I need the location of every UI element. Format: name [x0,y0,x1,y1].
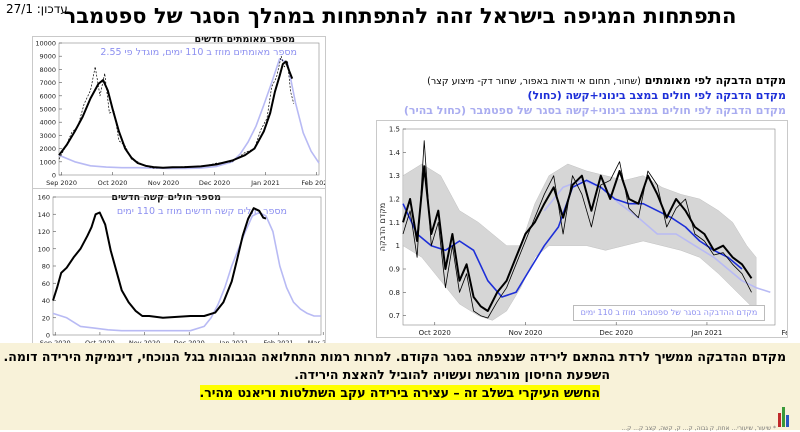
y-tick-label: 140 [38,211,50,219]
y-tick-label: 1.2 [389,196,400,204]
series-line-main [402,165,753,312]
rt-legend-line1-note: (שחור, תחום אי ודאות באפור, שחור דק- מיצ… [427,76,641,87]
update-date: עדכון: 27/1 [6,2,68,16]
y-tick-label: 8000 [39,66,56,74]
rt-legend-line1-main: מקדם הדבקה לפי מאומתים [644,74,786,87]
y-tick-label: 160 [38,194,50,202]
cases-chart-panel: מספר מאומתים חדשים מספר מאומתים מוזז ב 1… [32,34,326,190]
x-tick-label: Nov 2020 [509,329,543,337]
y-tick-label: 5000 [39,106,56,114]
y-tick-label: 1 [396,242,400,250]
x-tick-label: Oct 2020 [419,329,451,337]
y-tick-label: 3000 [39,132,56,140]
y-tick-label: 1.4 [389,149,401,157]
summary-line1: מקדם ההדבקה ממשיך לרדת בהתאם לירידה שנצפ… [3,349,787,364]
y-tick-label: 40 [42,297,50,305]
y-tick-label: 20 [42,314,50,322]
cases-chart: 0 1000 2000 3000 4000 5000 6000 7000 8000 9000 100… [35,40,325,188]
y-tick-label: 0 [46,332,50,340]
y-tick-label: 1.5 [389,126,400,134]
severe-chart-title: מספר חולים קשה חדשים [111,192,221,203]
summary-highlight: החשש העיקרי בשלב זה – עצירה בירידה עקב ה… [199,385,600,400]
x-tick-label: Oct 2020 [98,179,128,187]
rt-legend-line1: מקדם הדבקה לפי מאומתים (שחור, תחום אי וד… [366,74,786,87]
x-tick-label: Jan 2021 [691,329,723,337]
uncertainty-band [402,163,757,321]
footnote: * שיעור, שיעורי... אחוז, ק גבוה, ק... ק,… [621,425,776,432]
series-line-main [52,207,267,319]
rt-y-axis-label: מקדם הדבקה [378,203,387,251]
x-tick-label: Feb 2021 [781,329,787,337]
rt-annotation: מקדם ההדבקה בסגר של ספטמבר מוזז ב 110 ימ… [573,305,765,321]
y-tick-label: 2000 [39,145,56,153]
series-line-main2 [402,140,752,319]
y-tick-label: 60 [42,280,50,288]
y-tick-label: 1.1 [389,219,400,227]
y-tick-label: 0.8 [389,289,400,297]
y-tick-label: 80 [42,263,50,271]
cases-chart-title: מספר מאומתים חדשים [194,34,295,45]
x-tick-label: Jan 2021 [250,179,280,187]
y-tick-label: 4000 [39,119,56,127]
y-tick-label: 0.7 [389,312,400,320]
y-tick-label: 6000 [39,92,56,100]
y-tick-label: 9000 [39,53,56,61]
y-tick-label: 100 [38,245,50,253]
rt-legend-line3: מקדם הדבקה לפי חולים במצב בינוני+קשה בסג… [403,104,786,117]
x-tick-label: Feb 2021 [301,179,325,187]
series-line-main [58,60,294,169]
series-line-shifted [52,211,321,332]
page-title: התפתחות המגיפה בישראל זהה להתפתחות במהלך… [63,4,737,28]
x-tick-label: Dec 2020 [199,179,230,187]
severe-chart-legend: מספר חולים קשה חדשים מוזז ב 110 ימים [116,206,287,217]
summary-line2: השפעת החיסון מורגשת ועשויה להוביל להאצת … [294,367,610,382]
rt-legend-line2: מקדם הדבקה לפי חולים במצב בינוני+קשה (כח… [527,89,786,102]
summary-line3: החשש העיקרי בשלב זה – עצירה בירידה עקב ה… [199,385,600,400]
y-tick-label: 1000 [39,158,56,166]
x-tick-label: Dec 2020 [599,329,633,337]
y-tick-label: 7000 [39,79,56,87]
rt-chart: 0.7 0.8 0.9 1 1.1 1.2 1.3 1.4 1.5 Oct 2020 Nov 202… [378,126,787,338]
y-tick-label: 0.9 [389,266,400,274]
x-tick-label: Nov 2020 [148,179,179,187]
y-tick-label: 0 [52,172,56,180]
y-tick-label: 10000 [35,40,56,48]
y-tick-label: 120 [38,228,50,236]
x-tick-label: Sep 2020 [46,179,77,187]
severe-chart-panel: מספר חולים קשה חדשים מספר חולים קשה חדשי… [32,188,326,352]
y-tick-label: 1.3 [389,172,400,180]
plot-frame [52,196,322,336]
cases-chart-legend: מספר מאומתים מוזז ב 110 ימים, מוגדל פי 2… [100,47,297,58]
summary-box: מקדם ההדבקה ממשיך לרדת בהתאם לירידה שנצפ… [0,343,800,432]
series-line-thin [58,55,295,169]
logo-icon [776,403,792,427]
rt-chart-panel: 0.7 0.8 0.9 1 1.1 1.2 1.3 1.4 1.5 Oct 2020 Nov 202… [376,120,788,338]
rt-legend: מקדם הדבקה לפי מאומתים (שחור, תחום אי וד… [366,74,786,117]
